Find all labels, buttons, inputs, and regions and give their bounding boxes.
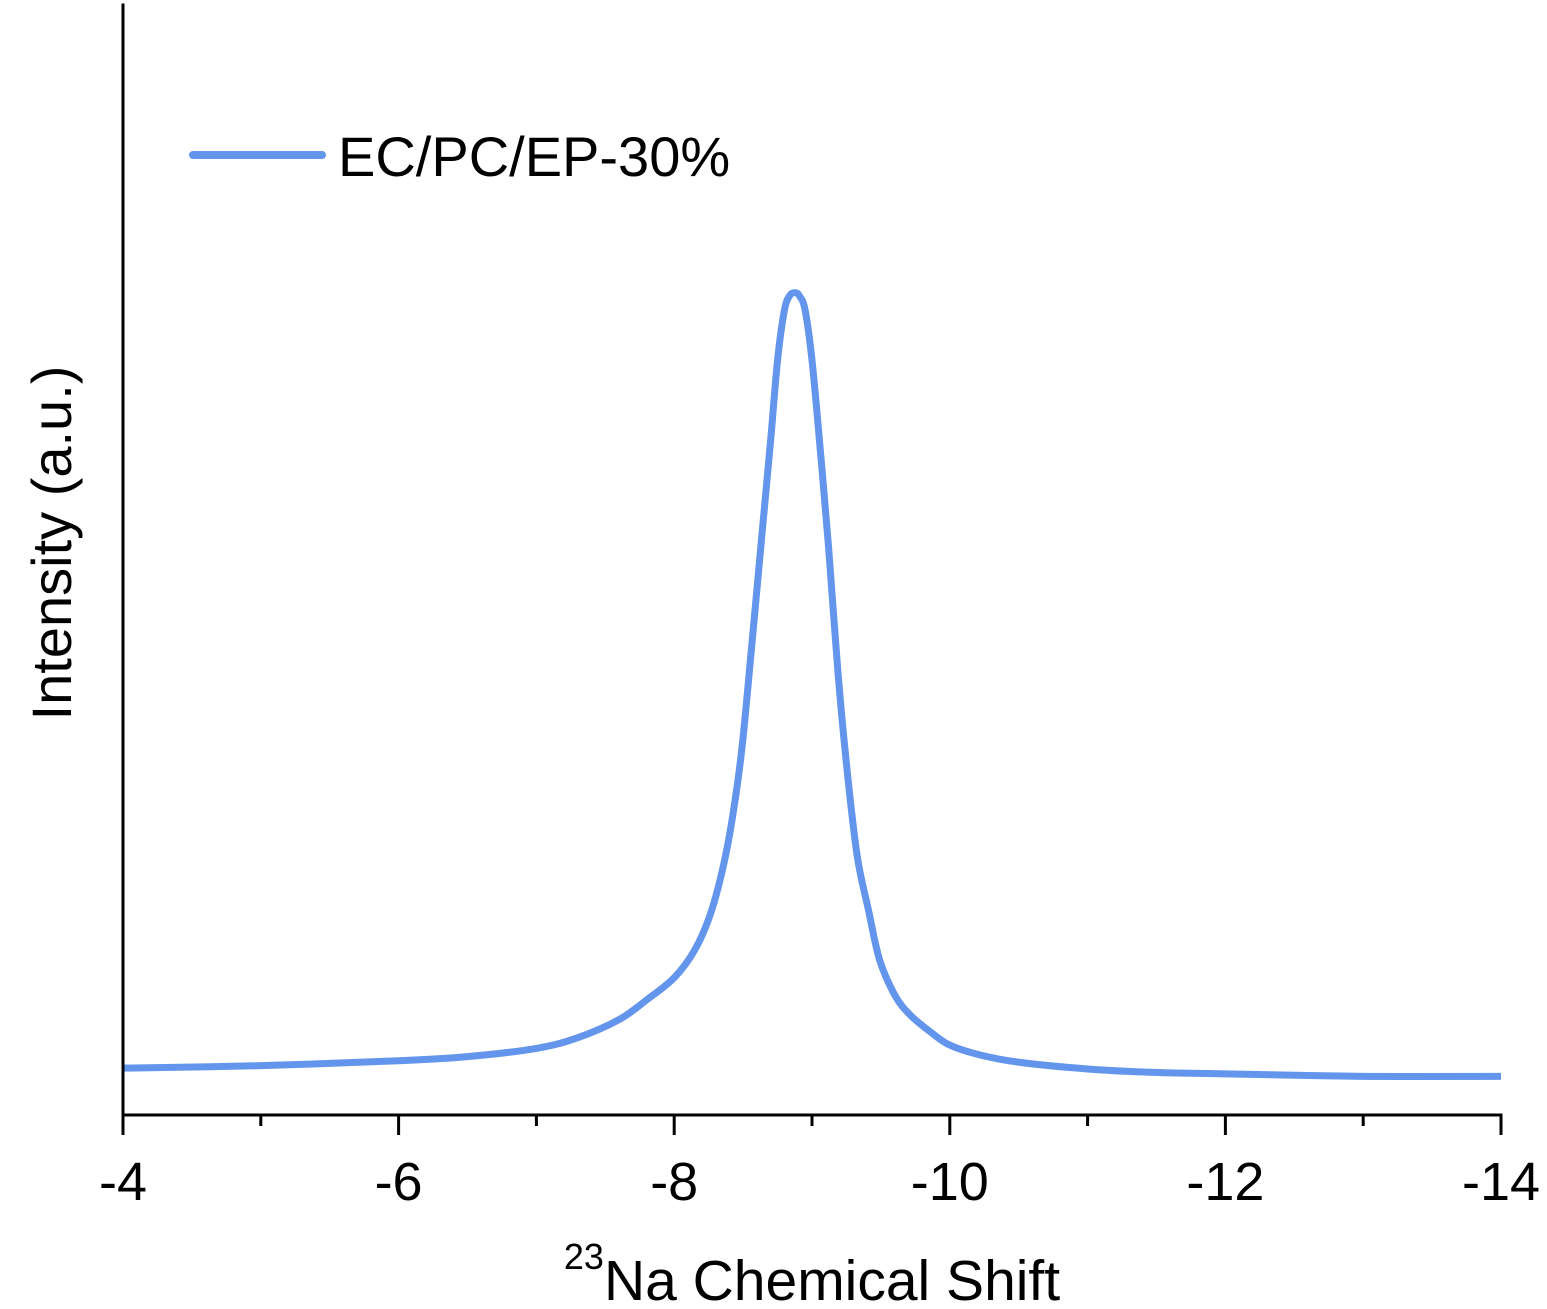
legend: EC/PC/EP-30% (189, 125, 730, 188)
plot-series (122, 289, 1502, 1081)
x-axis-ticks (121, 1115, 1503, 1135)
x-axis-title-superscript: 23 (564, 1236, 604, 1277)
legend-label: EC/PC/EP-30% (338, 125, 730, 188)
x-tick-label: -8 (650, 1152, 698, 1212)
x-tick-label: -10 (911, 1152, 989, 1212)
y-axis-title: Intensity (a.u.) (20, 366, 83, 721)
x-axis-title: 23Na Chemical Shift (564, 1236, 1060, 1309)
x-tick-label: -12 (1186, 1152, 1264, 1212)
x-tick-label: -4 (99, 1152, 147, 1212)
x-axis-tick-labels: -4 -6 -8 -10 -12 -14 (99, 1152, 1540, 1212)
series-line (122, 289, 1502, 1081)
x-axis-title-main: Na Chemical Shift (604, 1249, 1060, 1309)
x-tick-label: -6 (375, 1152, 423, 1212)
x-tick-label: -14 (1462, 1152, 1540, 1212)
